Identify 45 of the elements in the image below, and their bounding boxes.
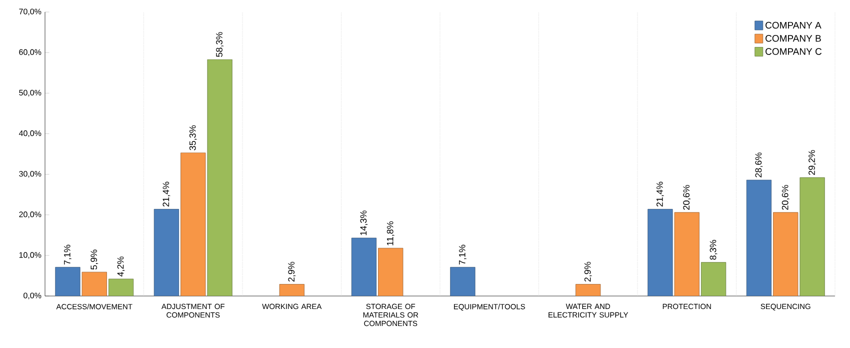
legend-label: COMPANY A — [766, 22, 822, 29]
bar — [55, 266, 80, 296]
data-label: 21,4% — [656, 182, 664, 207]
data-label: 2,9% — [288, 262, 296, 282]
bar — [207, 59, 232, 296]
y-tick-label: 70,0% — [19, 8, 42, 16]
bar — [674, 212, 700, 296]
y-tick-label: 50,0% — [19, 90, 42, 96]
y-tick-label: 40,0% — [18, 130, 42, 138]
data-label: 11,8% — [386, 221, 394, 246]
data-label: 7,1% — [64, 244, 72, 265]
legend-label: COMPANY B — [766, 35, 821, 42]
data-label: 5,9% — [90, 250, 98, 270]
data-label: 29,2% — [808, 150, 816, 175]
data-label: 58,3% — [216, 32, 224, 57]
bar — [773, 212, 798, 296]
y-tick-label: 30,0% — [19, 170, 42, 178]
bar — [800, 177, 825, 296]
data-label: 14,3% — [360, 210, 368, 236]
data-label: 8,3% — [710, 240, 718, 260]
bar — [108, 278, 134, 296]
y-tick-label: 20,0% — [19, 212, 42, 218]
legend-label: COMPANY C — [766, 48, 822, 55]
data-label: 7,1% — [459, 244, 466, 265]
bar — [351, 238, 377, 296]
bar — [450, 266, 476, 296]
data-label: 20,6% — [782, 185, 790, 210]
y-tick-label: 60,0% — [19, 49, 42, 56]
bar — [180, 152, 206, 296]
data-label: 28,6% — [755, 152, 763, 178]
bar — [700, 262, 726, 296]
data-label: 35,3% — [189, 125, 197, 150]
bar — [378, 248, 404, 296]
y-tick-label: 0,0% — [24, 292, 42, 300]
bar — [154, 208, 180, 296]
bar — [82, 272, 107, 296]
data-label: 2,9% — [584, 262, 592, 282]
bar — [648, 208, 673, 296]
bar — [746, 180, 772, 296]
y-tick-label: 10,0% — [19, 252, 42, 259]
data-label: 21,4% — [162, 182, 170, 207]
bar — [576, 284, 600, 296]
data-label: 20,6% — [683, 185, 691, 210]
bar — [280, 284, 304, 296]
data-label: 4,2% — [117, 256, 125, 277]
